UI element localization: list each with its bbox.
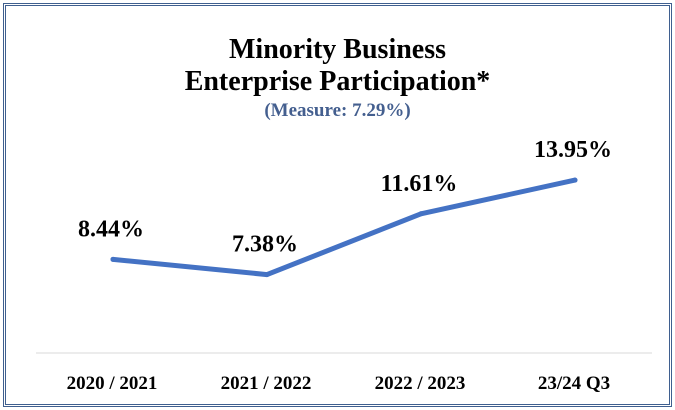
x-tick-label-1: 2020 / 2021 bbox=[67, 373, 158, 394]
chart-subtitle: (Measure: 7.29%) bbox=[264, 100, 411, 121]
data-label-3: 11.61% bbox=[381, 171, 458, 197]
data-point-1 bbox=[110, 256, 116, 262]
x-tick-label-2: 2021 / 2022 bbox=[221, 373, 312, 394]
data-point-4 bbox=[572, 177, 578, 183]
data-label-2: 7.38% bbox=[232, 232, 298, 258]
chart-title-line-2: Enterprise Participation* bbox=[184, 66, 491, 97]
x-tick-label-3: 2022 / 2023 bbox=[375, 373, 466, 394]
x-tick-label-4: 23/24 Q3 bbox=[538, 373, 610, 394]
data-point-3 bbox=[418, 211, 424, 217]
chart-title-block: Minority Business Enterprise Participati… bbox=[0, 34, 675, 123]
data-label-1: 8.44% bbox=[78, 216, 144, 242]
chart-title-line-1: Minority Business bbox=[228, 34, 447, 65]
data-label-4: 13.95% bbox=[534, 137, 612, 163]
chart-frame bbox=[3, 3, 672, 407]
data-point-2 bbox=[264, 272, 270, 278]
series-line bbox=[110, 177, 578, 278]
